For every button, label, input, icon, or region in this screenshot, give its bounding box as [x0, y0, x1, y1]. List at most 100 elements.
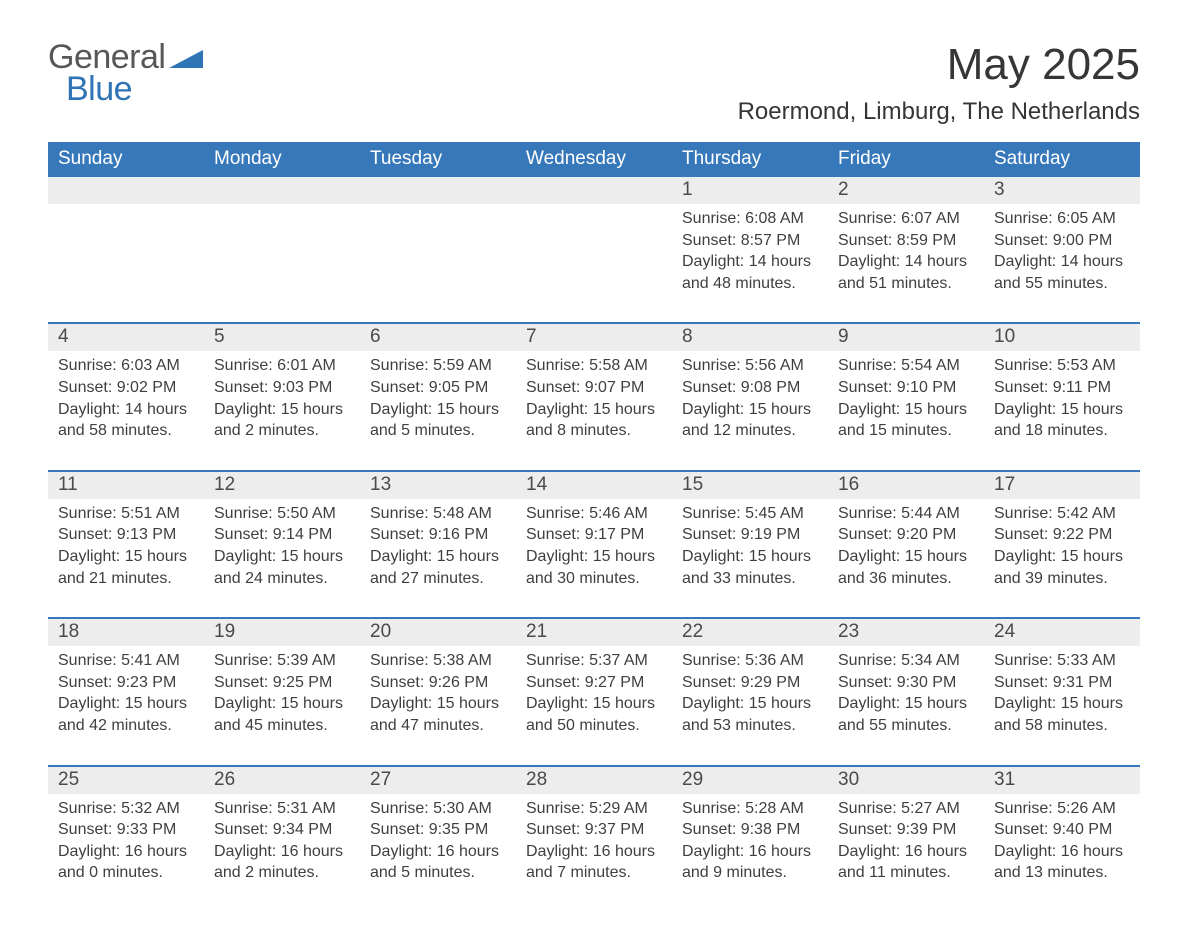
day-cell: Sunrise: 5:48 AMSunset: 9:16 PMDaylight:…	[360, 499, 516, 589]
day-cell: Sunrise: 5:41 AMSunset: 9:23 PMDaylight:…	[48, 646, 204, 736]
day-cell: Sunrise: 6:05 AMSunset: 9:00 PMDaylight:…	[984, 204, 1140, 294]
sunrise-text: Sunrise: 5:56 AM	[682, 355, 818, 377]
day-number: 9	[828, 324, 984, 351]
day-cell: Sunrise: 5:51 AMSunset: 9:13 PMDaylight:…	[48, 499, 204, 589]
sunrise-text: Sunrise: 6:08 AM	[682, 208, 818, 230]
day-number-row: 18192021222324	[48, 617, 1140, 646]
sunrise-text: Sunrise: 5:30 AM	[370, 798, 506, 820]
daylight-text: and 45 minutes.	[214, 715, 350, 737]
day-number	[204, 177, 360, 204]
sunrise-text: Sunrise: 6:01 AM	[214, 355, 350, 377]
sunset-text: Sunset: 9:00 PM	[994, 230, 1130, 252]
sunset-text: Sunset: 9:40 PM	[994, 819, 1130, 841]
day-cell: Sunrise: 5:45 AMSunset: 9:19 PMDaylight:…	[672, 499, 828, 589]
daylight-text: Daylight: 15 hours	[214, 399, 350, 421]
day-cell	[204, 204, 360, 294]
day-number: 7	[516, 324, 672, 351]
day-number-row: 123	[48, 177, 1140, 204]
daylight-text: Daylight: 15 hours	[994, 693, 1130, 715]
logo-triangle-icon	[169, 40, 203, 74]
day-number: 28	[516, 767, 672, 794]
day-number: 15	[672, 472, 828, 499]
daylight-text: Daylight: 15 hours	[682, 399, 818, 421]
daylight-text: and 30 minutes.	[526, 568, 662, 590]
day-number: 1	[672, 177, 828, 204]
sunset-text: Sunset: 9:10 PM	[838, 377, 974, 399]
daylight-text: Daylight: 15 hours	[370, 693, 506, 715]
daylight-text: and 27 minutes.	[370, 568, 506, 590]
day-number: 24	[984, 619, 1140, 646]
daylight-text: and 11 minutes.	[838, 862, 974, 884]
sunrise-text: Sunrise: 5:36 AM	[682, 650, 818, 672]
daylight-text: and 42 minutes.	[58, 715, 194, 737]
day-number: 3	[984, 177, 1140, 204]
sunrise-text: Sunrise: 6:05 AM	[994, 208, 1130, 230]
day-cell: Sunrise: 5:28 AMSunset: 9:38 PMDaylight:…	[672, 794, 828, 884]
day-number: 21	[516, 619, 672, 646]
day-number: 16	[828, 472, 984, 499]
sunrise-text: Sunrise: 5:46 AM	[526, 503, 662, 525]
day-number: 26	[204, 767, 360, 794]
weekday-header: Wednesday	[516, 142, 672, 177]
daylight-text: Daylight: 16 hours	[838, 841, 974, 863]
day-cell: Sunrise: 5:30 AMSunset: 9:35 PMDaylight:…	[360, 794, 516, 884]
day-number: 4	[48, 324, 204, 351]
daylight-text: Daylight: 15 hours	[214, 546, 350, 568]
sunset-text: Sunset: 9:27 PM	[526, 672, 662, 694]
week-row: 25262728293031Sunrise: 5:32 AMSunset: 9:…	[48, 765, 1140, 912]
daylight-text: and 2 minutes.	[214, 420, 350, 442]
sunset-text: Sunset: 9:34 PM	[214, 819, 350, 841]
sunset-text: Sunset: 9:11 PM	[994, 377, 1130, 399]
sunset-text: Sunset: 9:13 PM	[58, 524, 194, 546]
day-number: 6	[360, 324, 516, 351]
daylight-text: Daylight: 14 hours	[682, 251, 818, 273]
daylight-text: and 58 minutes.	[994, 715, 1130, 737]
weekday-header: Thursday	[672, 142, 828, 177]
day-cell: Sunrise: 5:44 AMSunset: 9:20 PMDaylight:…	[828, 499, 984, 589]
day-cell: Sunrise: 5:50 AMSunset: 9:14 PMDaylight:…	[204, 499, 360, 589]
sunrise-text: Sunrise: 5:58 AM	[526, 355, 662, 377]
sunset-text: Sunset: 9:23 PM	[58, 672, 194, 694]
daylight-text: and 21 minutes.	[58, 568, 194, 590]
daylight-text: and 55 minutes.	[838, 715, 974, 737]
daylight-text: and 36 minutes.	[838, 568, 974, 590]
sunset-text: Sunset: 9:08 PM	[682, 377, 818, 399]
day-cell: Sunrise: 5:29 AMSunset: 9:37 PMDaylight:…	[516, 794, 672, 884]
sunrise-text: Sunrise: 6:03 AM	[58, 355, 194, 377]
sunset-text: Sunset: 9:30 PM	[838, 672, 974, 694]
day-cell: Sunrise: 5:42 AMSunset: 9:22 PMDaylight:…	[984, 499, 1140, 589]
daylight-text: and 50 minutes.	[526, 715, 662, 737]
daylight-text: Daylight: 16 hours	[682, 841, 818, 863]
day-cell: Sunrise: 5:26 AMSunset: 9:40 PMDaylight:…	[984, 794, 1140, 884]
sunset-text: Sunset: 9:03 PM	[214, 377, 350, 399]
daylight-text: Daylight: 15 hours	[838, 693, 974, 715]
day-cell: Sunrise: 6:01 AMSunset: 9:03 PMDaylight:…	[204, 351, 360, 441]
day-number: 5	[204, 324, 360, 351]
daylight-text: and 24 minutes.	[214, 568, 350, 590]
day-cell: Sunrise: 5:38 AMSunset: 9:26 PMDaylight:…	[360, 646, 516, 736]
day-cell: Sunrise: 6:08 AMSunset: 8:57 PMDaylight:…	[672, 204, 828, 294]
day-cell: Sunrise: 6:07 AMSunset: 8:59 PMDaylight:…	[828, 204, 984, 294]
sunset-text: Sunset: 8:57 PM	[682, 230, 818, 252]
sunset-text: Sunset: 9:26 PM	[370, 672, 506, 694]
daylight-text: Daylight: 15 hours	[526, 399, 662, 421]
weekday-header: Tuesday	[360, 142, 516, 177]
day-cell: Sunrise: 5:56 AMSunset: 9:08 PMDaylight:…	[672, 351, 828, 441]
sunset-text: Sunset: 9:22 PM	[994, 524, 1130, 546]
day-cell: Sunrise: 5:37 AMSunset: 9:27 PMDaylight:…	[516, 646, 672, 736]
day-number-row: 11121314151617	[48, 470, 1140, 499]
daylight-text: Daylight: 16 hours	[526, 841, 662, 863]
logo: General Blue	[48, 40, 203, 106]
sunrise-text: Sunrise: 5:53 AM	[994, 355, 1130, 377]
daylight-text: and 51 minutes.	[838, 273, 974, 295]
sunrise-text: Sunrise: 5:34 AM	[838, 650, 974, 672]
header: General Blue May 2025 Roermond, Limburg,…	[48, 40, 1140, 136]
daylight-text: Daylight: 15 hours	[370, 399, 506, 421]
daylight-text: Daylight: 15 hours	[682, 693, 818, 715]
sunrise-text: Sunrise: 5:32 AM	[58, 798, 194, 820]
sunset-text: Sunset: 9:35 PM	[370, 819, 506, 841]
sunset-text: Sunset: 9:38 PM	[682, 819, 818, 841]
daylight-text: and 5 minutes.	[370, 862, 506, 884]
sunrise-text: Sunrise: 5:48 AM	[370, 503, 506, 525]
sunrise-text: Sunrise: 5:33 AM	[994, 650, 1130, 672]
